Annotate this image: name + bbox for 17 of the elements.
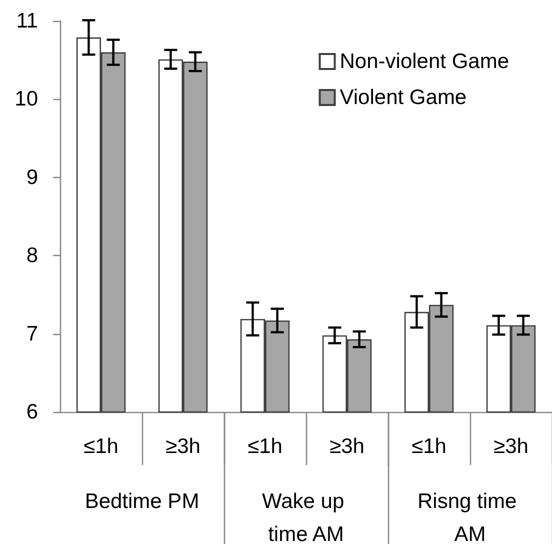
x-tick-label: ≤1h	[248, 435, 282, 458]
y-tick-label: 10	[14, 88, 38, 111]
y-tick-label: 6	[26, 400, 38, 424]
legend-label: Violent Game	[340, 86, 467, 109]
text: Bedtime PM	[84, 490, 200, 513]
y-tick-label: 9	[26, 166, 38, 189]
x-tick-label: ≥3h	[166, 435, 200, 458]
x-tick-label: ≥3h	[330, 435, 364, 458]
x-tick-label: ≤1h	[84, 435, 118, 458]
legend-label: Non-violent Game	[340, 50, 510, 73]
x-tick-label: ≥3h	[494, 435, 528, 458]
y-tick-label: 7	[26, 322, 38, 346]
y-tick-label: 11	[16, 10, 38, 32]
text: Wake up time AM	[262, 490, 350, 546]
text: Risng time AM	[417, 490, 523, 546]
y-tick-label: 8	[26, 244, 38, 268]
x-tick-label: ≤1h	[412, 435, 446, 458]
